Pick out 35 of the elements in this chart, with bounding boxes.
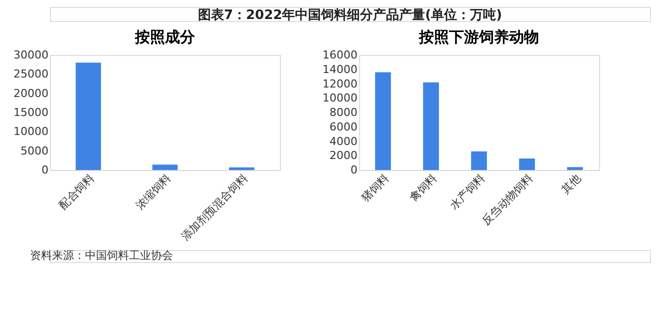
bar [423,82,439,170]
chart-title: 按照下游饲养动物 [418,28,539,46]
y-tick-label: 16000 [322,48,358,62]
y-tick-label: 14000 [322,62,358,76]
y-tick-label: 20000 [14,86,48,100]
y-tick-label: 30000 [14,48,48,62]
bar [375,72,391,170]
x-tick-label: 浓缩饲料 [133,172,174,212]
text: 资料来源：中国饲料工业协会 [30,249,173,262]
y-tick-label: 12000 [322,77,358,90]
y-tick-label: 0 [350,164,358,176]
text: 图表7：2022年中国饲料细分产品产量(单位：万吨) [198,7,502,23]
x-tick-label: 猪饲料 [358,172,392,204]
y-tick-label: 4000 [330,134,358,148]
y-tick-label: 25000 [14,68,48,81]
bar [152,164,178,170]
bar [229,167,254,170]
y-tick-label: 0 [42,164,48,176]
bar [519,158,535,170]
bar [567,167,583,170]
x-tick-label: 添加剂预混合饲料 [178,172,250,244]
y-tick-label: 8000 [330,106,358,119]
bar [76,62,101,170]
y-tick-label: 15000 [14,106,48,119]
y-tick-label: 5000 [20,144,48,158]
x-tick-label: 禽饲料 [406,172,440,204]
y-tick-label: 10000 [322,92,358,105]
x-tick-label: 水产饲料 [447,172,488,212]
y-tick-label: 10000 [14,125,48,138]
bar [471,151,487,170]
y-tick-label: 2000 [330,149,358,162]
x-tick-label: 配合饲料 [56,172,97,212]
chart-title: 按照成分 [134,28,196,46]
y-tick-label: 6000 [330,120,358,134]
x-tick-label: 其他 [558,172,584,197]
